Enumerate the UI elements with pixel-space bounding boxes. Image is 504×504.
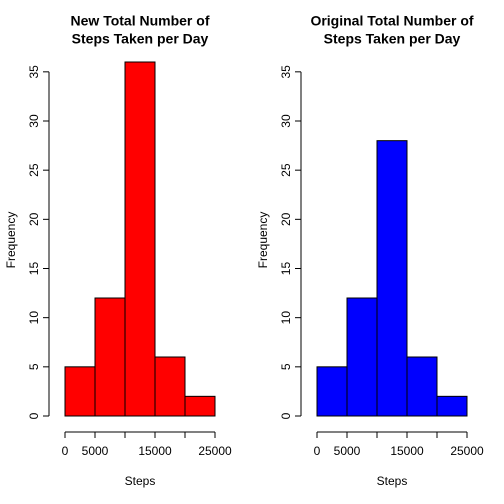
y-tick-label: 15 xyxy=(27,262,41,276)
bar xyxy=(94,297,126,417)
x-tick-label: 15000 xyxy=(138,444,172,458)
y-tick-label: 35 xyxy=(279,65,293,79)
bar xyxy=(316,366,348,417)
x-tick-label: 0 xyxy=(314,444,321,458)
y-tick-label: 0 xyxy=(27,412,41,419)
y-tick-label: 30 xyxy=(27,114,41,128)
chart-title: Steps Taken per Day xyxy=(72,31,209,47)
y-tick-label: 20 xyxy=(279,212,293,226)
chart-title: Steps Taken per Day xyxy=(324,31,461,47)
y-tick-label: 10 xyxy=(27,311,41,325)
y-tick-label: 30 xyxy=(279,114,293,128)
y-tick-label: 25 xyxy=(27,163,41,177)
chart-title: Original Total Number of xyxy=(310,13,473,29)
y-tick-label: 20 xyxy=(27,212,41,226)
x-axis-label: Steps xyxy=(125,474,156,488)
bar xyxy=(406,356,438,417)
x-tick-label: 0 xyxy=(62,444,69,458)
y-tick-label: 25 xyxy=(279,163,293,177)
y-axis-label: Frequency xyxy=(256,212,270,269)
x-axis-label: Steps xyxy=(377,474,408,488)
y-tick-label: 35 xyxy=(27,65,41,79)
y-tick-label: 5 xyxy=(27,363,41,370)
y-axis-label: Frequency xyxy=(4,212,18,269)
bar xyxy=(376,140,408,417)
bar xyxy=(64,366,96,417)
x-tick-label: 15000 xyxy=(390,444,424,458)
x-tick-label: 5000 xyxy=(82,444,109,458)
x-tick-label: 25000 xyxy=(450,444,484,458)
y-tick-label: 0 xyxy=(279,412,293,419)
bar xyxy=(124,61,156,417)
x-tick-label: 25000 xyxy=(198,444,232,458)
bar xyxy=(346,297,378,417)
y-tick-label: 5 xyxy=(279,363,293,370)
x-tick-label: 5000 xyxy=(334,444,361,458)
bar xyxy=(184,395,216,417)
chart-title: New Total Number of xyxy=(71,13,210,29)
bar xyxy=(436,395,468,417)
y-tick-label: 10 xyxy=(279,311,293,325)
bar xyxy=(154,356,186,417)
y-tick-label: 15 xyxy=(279,262,293,276)
